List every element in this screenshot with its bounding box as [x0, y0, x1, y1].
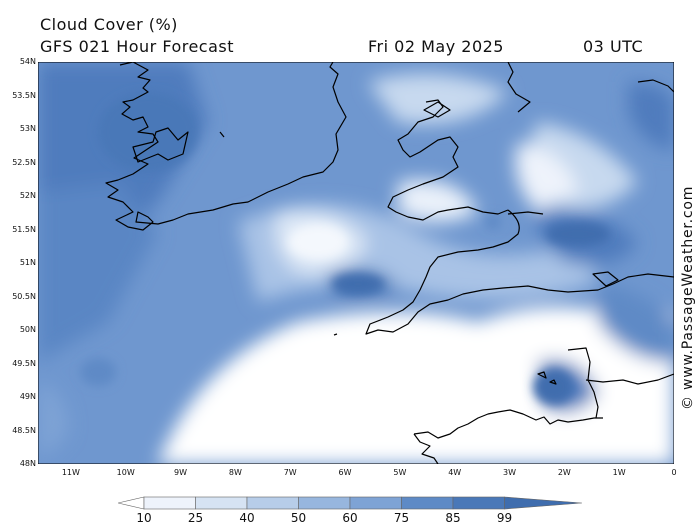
bristol-channel [365, 209, 674, 335]
colorbar-segment [452, 496, 505, 510]
lat-label: 51N [19, 258, 36, 267]
normandy-coast [585, 373, 674, 385]
colorbar-min-arrow [118, 496, 145, 510]
cloud-field-detail [80, 92, 610, 405]
colorbar-label: 25 [187, 511, 204, 525]
channel-islands [537, 371, 557, 385]
lon-label: 2W [557, 468, 571, 477]
lon-label: 3W [503, 468, 517, 477]
colorbar-segment [298, 496, 351, 510]
lat-label: 50.5N [12, 291, 36, 301]
lon-label: 1W [612, 468, 626, 477]
lat-label: 50N [19, 325, 36, 334]
lat-label: 51.5N [12, 224, 36, 234]
england-north [507, 62, 531, 113]
forecast-time: 03 UTC [583, 37, 644, 56]
colorbar-segment [349, 496, 402, 510]
lat-label: 49.5N [12, 358, 36, 368]
coastline [105, 62, 674, 464]
lon-label: 10W [116, 468, 135, 477]
lon-label: 8W [228, 468, 242, 477]
lat-label: 54N [19, 57, 36, 66]
lon-label: 7W [283, 468, 297, 477]
severn-estuary [507, 211, 544, 215]
colorbar-segment [195, 496, 248, 510]
map-title: Cloud Cover (%) [40, 15, 178, 34]
ireland-coast [105, 62, 347, 231]
lat-label: 53.5N [12, 90, 36, 100]
lon-label: 6W [338, 468, 352, 477]
colorbar-label: 60 [342, 511, 358, 525]
colorbar-label: 10 [136, 511, 152, 525]
colorbar-label: 50 [290, 511, 307, 525]
colorbar-label: 99 [496, 511, 513, 525]
colorbar [118, 496, 582, 510]
brittany-west [413, 433, 439, 464]
cloud-cover-map [38, 62, 674, 464]
lat-label: 52.5N [12, 157, 36, 167]
colorbar-label: 40 [239, 511, 255, 525]
colorbar-label: 75 [393, 511, 410, 525]
wales-coast [387, 99, 509, 221]
lat-label: 52N [19, 191, 36, 200]
brittany-coast [413, 409, 603, 439]
forecast-label: GFS 021 Hour Forecast [40, 37, 235, 56]
isle-of-wight [592, 271, 619, 287]
lon-label: 5W [393, 468, 407, 477]
lat-label: 48.5N [12, 425, 36, 435]
colorbar-segment [246, 496, 299, 510]
east-coast [637, 79, 674, 93]
colorbar-segment [143, 496, 196, 510]
colorbar-label: 85 [445, 511, 461, 525]
lat-label: 53N [19, 124, 36, 133]
lon-label: 9W [174, 468, 188, 477]
lon-label: 11W [61, 468, 80, 477]
credit-watermark: © www.PassageWeather.com [680, 185, 696, 410]
forecast-date: Fri 02 May 2025 [368, 37, 504, 56]
lat-label: 49N [19, 392, 36, 401]
lon-label: 4W [448, 468, 462, 477]
lon-label: 0 [671, 468, 677, 477]
colorbar-segment [401, 496, 454, 510]
anglesey [423, 101, 451, 118]
colorbar-max-arrow [504, 496, 582, 510]
ireland-west-bay [132, 127, 189, 163]
lat-label: 48N [19, 459, 36, 468]
